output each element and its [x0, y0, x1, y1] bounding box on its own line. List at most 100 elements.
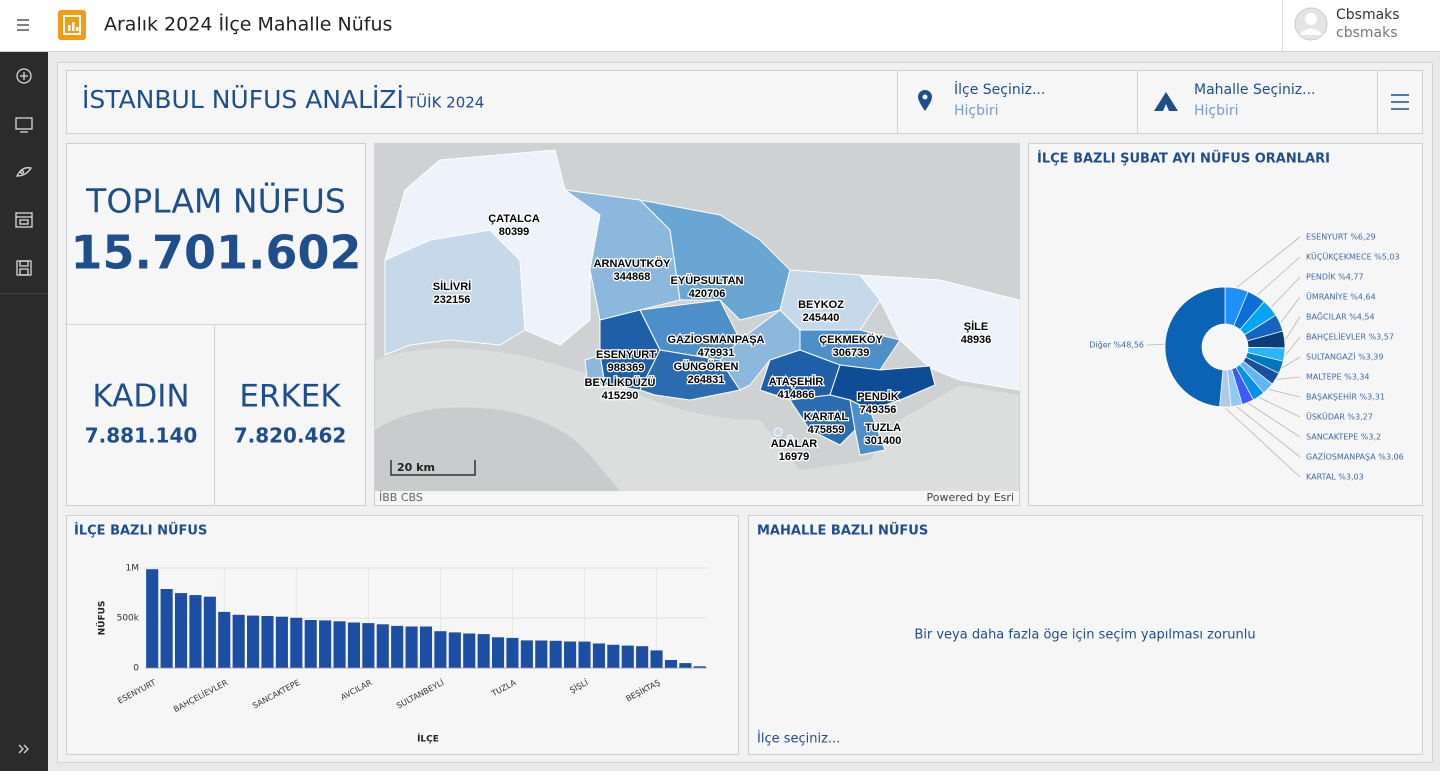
district-name: ATAŞEHİR: [769, 375, 824, 388]
district-population: 16979: [779, 451, 810, 463]
preview-button[interactable]: [15, 117, 33, 133]
bar: [189, 595, 202, 668]
pie-slice: [1164, 286, 1226, 408]
neighborhood-filter[interactable]: Mahalle Seçiniz... Hiçbiri: [1154, 82, 1316, 119]
bar: [275, 616, 288, 668]
district-name: KARTAL: [804, 411, 849, 423]
leader-line: [1256, 256, 1301, 296]
menu-button[interactable]: [17, 19, 29, 31]
district-name: ÇATALCA: [488, 213, 540, 225]
kpi-label: KADIN: [92, 379, 189, 415]
district-name: ŞİLE: [964, 320, 988, 333]
district-name: ÇEKMEKÖY: [819, 333, 883, 346]
user-name: Cbsmaks: [1336, 7, 1400, 23]
slice-label: Diğer %48,56: [1089, 341, 1144, 350]
kpi-value: 7.820.462: [234, 424, 347, 448]
bar: [419, 626, 433, 668]
chart-title: İLÇE BAZLI NÜFUS: [74, 523, 207, 539]
bar: [592, 643, 605, 668]
bar: [290, 617, 303, 668]
district-population: 306739: [833, 347, 870, 359]
bar: [621, 645, 634, 668]
leader-line: [1225, 407, 1301, 478]
bar: [319, 620, 332, 668]
bar: [607, 644, 620, 668]
district-population: 749356: [860, 404, 897, 416]
bar: [333, 621, 346, 668]
bar: [506, 637, 519, 668]
map-credit: Powered by Esri: [926, 491, 1014, 504]
slice-label: BAĞCILAR %4,54: [1306, 311, 1375, 322]
bar: [261, 616, 274, 668]
scale-bar: 20 km: [390, 460, 476, 476]
neighborhood-panel: [748, 515, 1423, 755]
district-filter[interactable]: İlçe Seçiniz... Hiçbiri: [918, 80, 1045, 119]
slice-label: GAZİOSMANPAŞA %3,06: [1306, 452, 1404, 462]
district-population: 80399: [499, 226, 530, 238]
sidebar: [0, 52, 48, 771]
leader-line: [1146, 343, 1165, 346]
district-name: GÜNGÖREN: [674, 360, 739, 373]
bar: [405, 626, 418, 668]
district-name: BEYKOZ: [798, 299, 844, 311]
app-title: Aralık 2024 İlçe Mahalle Nüfus: [104, 13, 392, 36]
bar: [520, 640, 533, 668]
bar: [347, 622, 361, 668]
kpi-value: 15.701.602: [70, 226, 361, 280]
district-name: PENDİK: [857, 390, 899, 403]
bar: [247, 615, 260, 668]
district-population: 264831: [688, 374, 725, 386]
bar: [448, 632, 461, 668]
district-name: BEYLİKDÜZÜ: [585, 376, 656, 389]
bar: [160, 589, 173, 668]
district-name: EYÜPSULTAN: [671, 274, 744, 287]
bar: [491, 637, 505, 668]
leader-line: [1276, 376, 1301, 380]
filter-label: İlçe Seçiniz...: [954, 80, 1045, 98]
slice-label: ÜSKÜDAR %3,27: [1306, 412, 1373, 422]
header-subtitle: TÜİK 2024: [406, 93, 484, 112]
save-button[interactable]: [16, 260, 32, 276]
theme-button[interactable]: [15, 167, 33, 177]
slice-label: ESENYURT %6,29: [1306, 233, 1376, 242]
bar: [174, 593, 188, 668]
panel-title: MAHALLE BAZLI NÜFUS: [757, 523, 928, 539]
filter-value: Hiçbiri: [954, 103, 999, 119]
y-axis-label: NÜFUS: [97, 601, 108, 636]
leader-line: [1268, 388, 1301, 398]
leader-line: [1270, 276, 1301, 308]
panel-menu[interactable]: [1391, 94, 1409, 110]
expand-button[interactable]: [18, 744, 29, 754]
slice-label: BAHÇELİEVLER %3,57: [1306, 332, 1394, 342]
kpi-value: 7.881.140: [85, 424, 198, 448]
slice-label: ÜMRANİYE %4,64: [1306, 292, 1376, 302]
bar: [434, 631, 447, 668]
user-avatar[interactable]: [1294, 7, 1328, 41]
district-population: 420706: [689, 288, 726, 300]
district-population: 414866: [778, 389, 815, 401]
bar: [664, 660, 678, 668]
x-axis-label: İLÇE: [417, 734, 439, 745]
leader-line: [1280, 296, 1301, 323]
slice-label: SULTANGAZİ %3,39: [1306, 352, 1383, 362]
bar: [564, 641, 577, 668]
add-button[interactable]: [16, 68, 32, 84]
bar: [463, 633, 476, 668]
bar: [304, 620, 317, 668]
header-title: İSTANBUL NÜFUS ANALİZİ: [82, 85, 404, 114]
layout-button[interactable]: [15, 212, 33, 228]
empty-message: Bir veya daha fazla öge için seçim yapıl…: [914, 628, 1255, 643]
leader-line: [1236, 236, 1301, 288]
leader-line: [1282, 356, 1301, 369]
district-population: 475859: [808, 424, 845, 436]
slice-label: KARTAL %3,03: [1306, 473, 1364, 482]
district-name: ESENYURT: [596, 349, 656, 361]
district-population: 48936: [961, 334, 992, 346]
slice-label: KÜÇÜKÇEKMECE %5,03: [1306, 252, 1400, 262]
district-name: ARNAVUTKÖY: [594, 257, 671, 270]
district-name: TUZLA: [865, 422, 901, 434]
scale-label: 20 km: [397, 461, 435, 474]
slice-label: BAŞAKŞEHİR %3,31: [1306, 392, 1385, 402]
